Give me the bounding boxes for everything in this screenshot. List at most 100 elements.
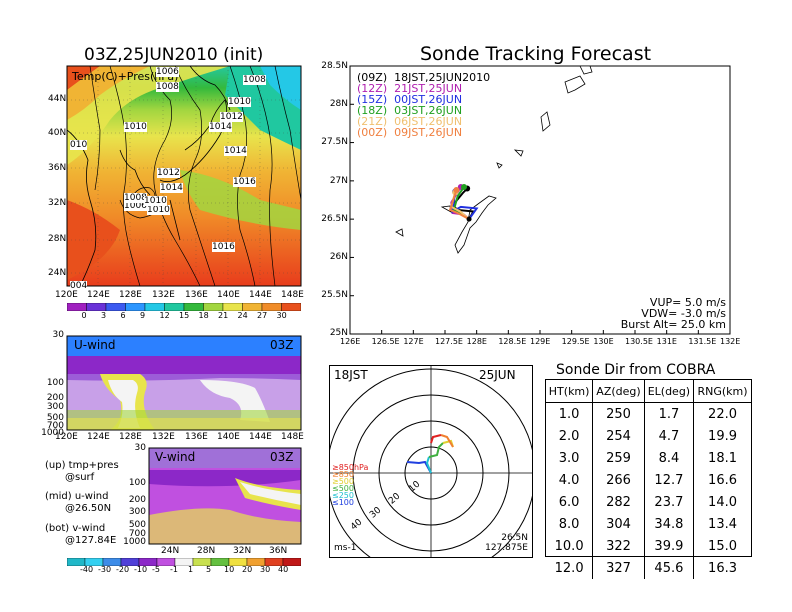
pressure-tick: 700 xyxy=(128,529,146,539)
table-cell: 10.0 xyxy=(546,535,594,557)
track-title: Sonde Tracking Forecast xyxy=(420,43,652,65)
lon-tick: 132E xyxy=(152,432,175,442)
colorbar-label: 24 xyxy=(237,311,248,320)
isobar-label: 1008 xyxy=(156,82,179,92)
pressure-tick: 700 xyxy=(46,421,64,431)
colorbar-label: -40 xyxy=(80,565,94,574)
table-cell: 282 xyxy=(592,491,645,513)
table-cell: 16.3 xyxy=(708,560,737,576)
track-xticks: 126E 126.5E 127E 127.5E 128E 128.5E 129E 129.5E… xyxy=(340,337,740,349)
pressure-tick: 100 xyxy=(46,378,64,388)
table-cell: 2.0 xyxy=(546,425,594,447)
lat-tick: 27.5N xyxy=(321,137,348,147)
table-cell: 8.0 xyxy=(546,513,594,535)
isobar-label: 010 xyxy=(70,140,88,150)
hodo-unit: ms-1 xyxy=(334,543,357,553)
lat-tick: 28N xyxy=(48,234,67,244)
lat-tick: 36N xyxy=(269,546,288,556)
isobar-label: 1012 xyxy=(220,112,243,122)
hodo-level-legend: ≥850hPa ≥850 ≥500 ≤500 ≤250 ≤100 xyxy=(332,463,369,507)
table-cell: 304 xyxy=(592,513,645,535)
pressure-tick: 300 xyxy=(128,507,146,517)
lon-tick: 136E xyxy=(185,290,208,300)
hodo-position: 26.5N 127.875E xyxy=(485,533,528,553)
hodo-date: 25JUN xyxy=(479,368,516,382)
lon-tick: 130E xyxy=(593,337,614,346)
pressure-tick: 500 xyxy=(46,413,64,423)
lat-tick: 44N xyxy=(48,94,67,104)
vwind-yticks: 30 100 200 300 500 700 1000 xyxy=(108,443,146,547)
sonde-table: HT(km) AZ(deg) EL(deg) RNG(km) 1.0 250 1.7… xyxy=(546,380,751,579)
table-row: 6.0 282 23.7 14.0 xyxy=(546,491,751,513)
vwind-label: V-wind xyxy=(155,450,196,464)
lon-tick: 128E xyxy=(119,432,142,442)
vwind-xticks: 24N 28N 32N 36N xyxy=(149,546,301,558)
lon-tick: 131E xyxy=(656,337,677,346)
colorbar-label: 30 xyxy=(260,565,271,574)
table-cell: 1.7 xyxy=(644,402,695,425)
lon-tick: 136E xyxy=(185,432,208,442)
hodograph-segment xyxy=(440,434,454,448)
legend-note-bot: (bot) v-wind @127.84E xyxy=(45,523,117,546)
colorbar-label: 15 xyxy=(179,311,190,320)
lat-tick: 28.5N xyxy=(321,61,348,71)
lat-tick: 40N xyxy=(48,128,67,138)
lon-tick: 120E xyxy=(55,290,78,300)
map-title: 03Z,25JUN2010 (init) xyxy=(84,45,264,65)
lon-tick: 144E xyxy=(249,290,272,300)
isobar-label: 1012 xyxy=(157,168,180,178)
colorbar-label: -1 xyxy=(170,565,178,574)
colorbar-label: 0 xyxy=(81,311,87,320)
col-header: AZ(deg) xyxy=(592,380,645,403)
launch-entry: (21Z) 06JST,26JUN xyxy=(357,115,463,128)
launch-site-marker xyxy=(466,216,472,222)
colorbar-label: 40 xyxy=(278,565,289,574)
col-header: RNG(km) xyxy=(697,384,748,398)
sonde-table-title: Sonde Dir from COBRA xyxy=(556,362,716,378)
map-grid xyxy=(67,66,301,286)
isobar-label: 1016 xyxy=(233,177,256,187)
lon-tick-row: 120E 124E 128E 132E 136E 140E 144E 148E xyxy=(55,290,305,302)
lon-tick: 128E xyxy=(466,337,487,346)
hodograph-segment xyxy=(430,434,442,444)
table-row: 2.0 254 4.7 19.9 xyxy=(546,425,751,447)
isobar-label: 1010 xyxy=(228,97,251,107)
colorbar-label: 9 xyxy=(140,311,146,320)
colorbar-label: 5 xyxy=(206,565,212,574)
table-cell: 15.0 xyxy=(708,538,737,554)
legend-note-mid: (mid) u-wind @26.50N xyxy=(45,491,112,514)
lon-tick: 129E xyxy=(530,337,551,346)
lon-tick: 148E xyxy=(281,290,304,300)
islands xyxy=(395,65,593,254)
launch-entry: (00Z) 09JST,26JUN xyxy=(357,126,463,139)
vwind-time: 03Z xyxy=(270,450,294,464)
isobar-label: 1010 xyxy=(124,122,147,132)
sonde-burst-point xyxy=(453,187,460,194)
pressure-tick: 300 xyxy=(46,402,64,412)
colorbar-label: 20 xyxy=(242,565,253,574)
colorbar-label: -20 xyxy=(116,565,130,574)
table-row: 4.0 266 12.7 16.6 xyxy=(546,469,751,491)
lon-tick: 132E xyxy=(720,337,741,346)
pressure-tick: 30 xyxy=(52,330,64,340)
colorbar-label: 21 xyxy=(218,311,229,320)
colorbar-label: 12 xyxy=(159,311,170,320)
colorbar-label: 27 xyxy=(257,311,268,320)
table-row: 3.0 259 8.4 18.1 xyxy=(546,447,751,469)
table-row: 8.0 304 34.8 13.4 xyxy=(546,513,751,535)
temperature-colorbar-labels: 0 3 6 9 12 15 18 21 24 27 30 xyxy=(67,311,301,323)
pressure-tick: 100 xyxy=(128,478,146,488)
lat-tick: 25N xyxy=(329,328,348,338)
lat-tick: 28N xyxy=(197,546,216,556)
launch-entry: (09Z) 18JST,25JUN2010 xyxy=(357,71,491,84)
table-cell: 4.0 xyxy=(546,469,594,491)
table-cell: 34.8 xyxy=(644,513,695,535)
launch-legend: (09Z) 18JST,25JUN2010 (12Z) 21JST,25JUN … xyxy=(357,72,490,138)
lon-tick: 124E xyxy=(87,290,110,300)
temperature-colorbar xyxy=(67,303,301,311)
launch-entry: (18Z) 03JST,26JUN xyxy=(357,104,463,117)
table-cell: 14.0 xyxy=(708,494,737,510)
table-cell: 39.9 xyxy=(644,535,695,557)
pressure-tick: 1000 xyxy=(41,428,64,438)
uwind-label: U-wind xyxy=(74,338,116,352)
